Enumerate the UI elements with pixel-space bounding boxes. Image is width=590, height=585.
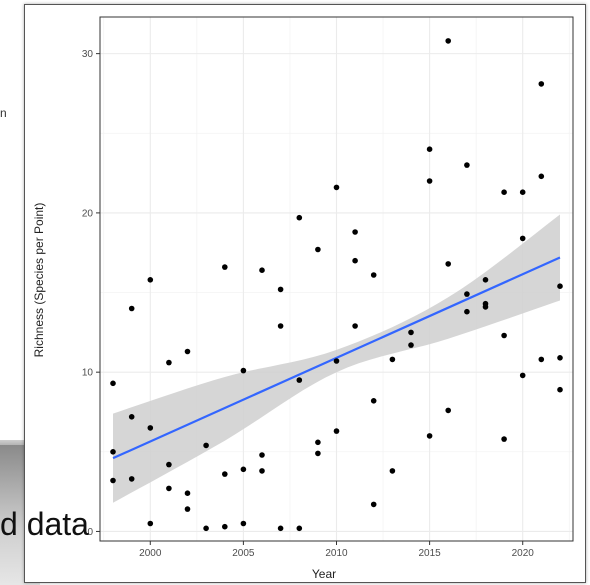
data-point bbox=[184, 490, 191, 497]
data-point bbox=[128, 414, 135, 420]
data-point bbox=[277, 525, 284, 532]
data-point bbox=[519, 189, 526, 195]
data-point bbox=[352, 323, 358, 329]
data-point bbox=[203, 442, 209, 449]
trend-line bbox=[112, 256, 561, 460]
data-point bbox=[147, 277, 154, 283]
data-point bbox=[166, 461, 172, 468]
data-point bbox=[240, 367, 247, 374]
x-tick-label: 2015 bbox=[418, 548, 441, 559]
data-point bbox=[110, 477, 116, 484]
data-point bbox=[240, 466, 247, 473]
data-point bbox=[147, 425, 154, 431]
data-point bbox=[501, 332, 507, 339]
data-point bbox=[519, 372, 526, 379]
data-point bbox=[464, 162, 470, 168]
data-point bbox=[296, 377, 303, 383]
data-point bbox=[389, 356, 396, 363]
data-point bbox=[482, 300, 489, 307]
data-point bbox=[538, 356, 545, 363]
data-point bbox=[333, 358, 340, 364]
data-point bbox=[222, 471, 228, 477]
x-tick-label: 2010 bbox=[325, 548, 348, 559]
y-tick-label: 30 bbox=[82, 49, 94, 60]
y-axis-title: Richness (Species per Point) bbox=[32, 203, 46, 358]
y-axis-ticks: 0 10 20 30 bbox=[82, 49, 100, 538]
data-point bbox=[445, 261, 452, 267]
data-point bbox=[147, 520, 154, 527]
x-tick-label: 2020 bbox=[512, 548, 535, 559]
data-point bbox=[445, 407, 452, 414]
data-point bbox=[315, 246, 321, 253]
data-point bbox=[426, 146, 433, 152]
data-point bbox=[315, 450, 321, 457]
data-point bbox=[370, 501, 377, 508]
data-point bbox=[222, 264, 228, 270]
data-point bbox=[296, 214, 303, 221]
data-point bbox=[557, 283, 563, 290]
data-point bbox=[333, 184, 340, 191]
data-point bbox=[352, 257, 358, 264]
data-point bbox=[426, 433, 433, 439]
data-point bbox=[408, 329, 414, 336]
slide-caption-fragment: d data bbox=[0, 506, 89, 542]
data-point bbox=[277, 323, 284, 329]
data-point bbox=[128, 476, 135, 482]
data-point bbox=[501, 189, 507, 195]
data-points bbox=[110, 38, 563, 532]
data-point bbox=[501, 436, 507, 442]
data-point bbox=[333, 428, 340, 434]
data-point bbox=[166, 485, 172, 492]
data-point bbox=[184, 506, 191, 512]
data-point bbox=[408, 342, 414, 348]
x-axis-title: Year bbox=[312, 567, 336, 581]
x-tick-label: 2000 bbox=[139, 548, 162, 559]
y-tick-label: 20 bbox=[82, 208, 94, 219]
slide-text-fragment: n bbox=[0, 106, 7, 120]
data-point bbox=[389, 468, 396, 474]
data-point bbox=[259, 267, 265, 274]
data-point bbox=[222, 523, 228, 530]
data-point bbox=[259, 468, 265, 474]
data-point bbox=[184, 348, 191, 355]
data-point bbox=[352, 229, 358, 235]
data-point bbox=[482, 277, 489, 283]
scatter-figure: 2000 2005 2010 2015 2020 0 10 20 30 Year Richne… bbox=[24, 4, 586, 583]
data-point bbox=[538, 81, 545, 87]
data-point bbox=[315, 439, 321, 446]
data-point bbox=[110, 380, 116, 387]
data-point bbox=[277, 286, 284, 293]
data-point bbox=[259, 452, 265, 458]
y-tick-label: 0 bbox=[87, 527, 93, 538]
y-tick-label: 10 bbox=[82, 368, 94, 379]
data-point bbox=[464, 308, 470, 315]
scatter-chart: 2000 2005 2010 2015 2020 0 10 20 30 Year Richne… bbox=[32, 16, 574, 581]
data-point bbox=[445, 38, 452, 44]
data-point bbox=[370, 272, 377, 278]
data-point bbox=[240, 520, 247, 527]
data-point bbox=[296, 525, 303, 532]
data-point bbox=[538, 173, 545, 180]
data-point bbox=[128, 305, 135, 312]
x-axis-ticks: 2000 2005 2010 2015 2020 bbox=[139, 541, 534, 559]
x-tick-label: 2005 bbox=[232, 548, 255, 559]
data-point bbox=[464, 291, 470, 297]
data-point bbox=[110, 449, 116, 455]
data-point bbox=[166, 359, 172, 366]
data-point bbox=[370, 398, 377, 404]
data-point bbox=[557, 386, 563, 393]
data-point bbox=[557, 355, 563, 361]
data-point bbox=[426, 178, 433, 184]
data-point bbox=[203, 525, 209, 532]
data-point bbox=[519, 235, 526, 242]
